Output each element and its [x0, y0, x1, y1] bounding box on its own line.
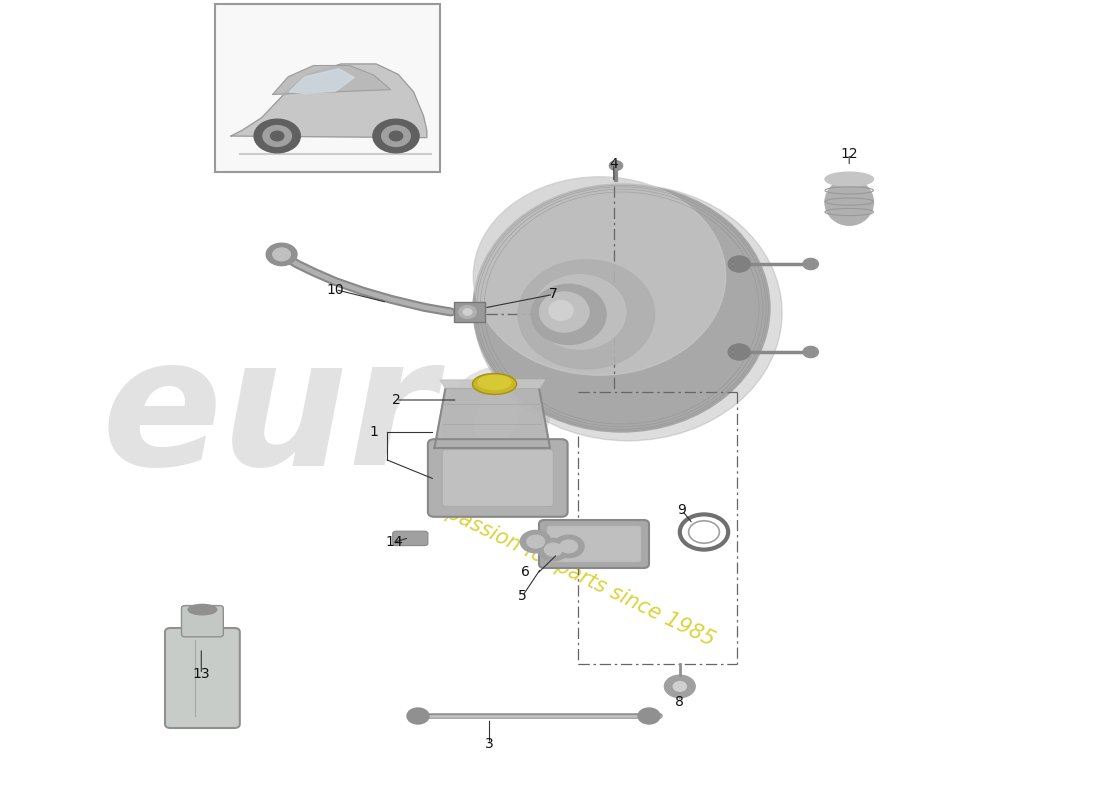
Circle shape	[389, 131, 403, 141]
FancyBboxPatch shape	[547, 526, 641, 562]
Circle shape	[728, 344, 750, 360]
Text: 3: 3	[485, 737, 494, 751]
Circle shape	[638, 708, 660, 724]
Text: 1: 1	[370, 425, 378, 439]
Circle shape	[459, 306, 476, 318]
Ellipse shape	[825, 172, 873, 186]
Bar	[214, 4, 440, 172]
Text: s: s	[602, 258, 718, 446]
Text: euro: euro	[101, 330, 559, 502]
Text: a passion for parts since 1985: a passion for parts since 1985	[426, 494, 718, 650]
Polygon shape	[440, 380, 544, 388]
Text: 13: 13	[192, 667, 210, 682]
Circle shape	[266, 243, 297, 266]
FancyBboxPatch shape	[393, 531, 428, 546]
Circle shape	[382, 126, 410, 146]
Circle shape	[609, 161, 623, 170]
Ellipse shape	[531, 285, 606, 344]
Circle shape	[803, 346, 818, 358]
Circle shape	[271, 131, 284, 141]
Ellipse shape	[539, 292, 588, 332]
FancyBboxPatch shape	[165, 628, 240, 728]
Text: 7: 7	[549, 287, 558, 302]
Ellipse shape	[518, 260, 654, 369]
Circle shape	[254, 119, 300, 153]
Circle shape	[560, 540, 578, 553]
Circle shape	[673, 682, 686, 691]
Text: 10: 10	[327, 282, 344, 297]
Text: 5: 5	[518, 589, 527, 603]
Circle shape	[373, 119, 419, 153]
Bar	[454, 302, 485, 322]
Ellipse shape	[188, 605, 217, 614]
Text: 12: 12	[840, 146, 858, 161]
Ellipse shape	[549, 301, 573, 321]
Circle shape	[463, 309, 472, 315]
Circle shape	[527, 535, 544, 548]
Circle shape	[538, 538, 569, 561]
Ellipse shape	[825, 179, 873, 226]
Text: 9: 9	[678, 503, 686, 518]
Circle shape	[728, 256, 750, 272]
Circle shape	[664, 675, 695, 698]
Circle shape	[263, 126, 292, 146]
Polygon shape	[273, 66, 390, 94]
Ellipse shape	[473, 177, 726, 375]
Text: 4: 4	[609, 157, 618, 171]
Circle shape	[544, 543, 562, 556]
Circle shape	[407, 708, 429, 724]
FancyBboxPatch shape	[539, 520, 649, 568]
Polygon shape	[289, 69, 354, 94]
Circle shape	[803, 258, 818, 270]
Circle shape	[553, 535, 584, 558]
FancyBboxPatch shape	[182, 606, 223, 637]
Ellipse shape	[534, 274, 626, 349]
FancyBboxPatch shape	[428, 439, 568, 517]
Text: 8: 8	[675, 694, 684, 709]
Circle shape	[273, 248, 290, 261]
FancyBboxPatch shape	[442, 450, 553, 506]
Polygon shape	[231, 64, 427, 138]
Text: 14: 14	[385, 535, 403, 550]
Circle shape	[520, 530, 551, 553]
Ellipse shape	[473, 374, 517, 394]
Ellipse shape	[478, 375, 512, 390]
Polygon shape	[434, 388, 550, 448]
Text: 2: 2	[392, 393, 400, 407]
Ellipse shape	[473, 184, 770, 432]
Ellipse shape	[474, 185, 782, 441]
Text: 6: 6	[521, 565, 530, 579]
